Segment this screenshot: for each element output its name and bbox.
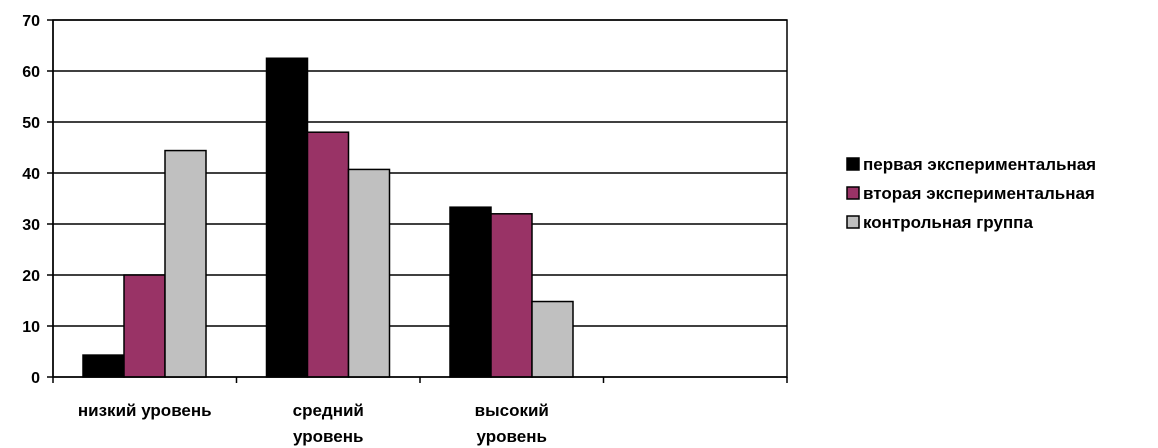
axes — [52, 20, 788, 383]
bar-series-2 — [123, 274, 166, 378]
bar-series-1 — [449, 206, 492, 378]
bar-series-1 — [265, 57, 309, 378]
legend-label: контрольная группа — [863, 213, 1033, 232]
legend: первая экспериментальная вторая экспериме… — [846, 155, 1096, 232]
x-category-label: уровень — [293, 427, 363, 446]
y-tick-label: 70 — [22, 13, 40, 30]
bar-series-2 — [306, 131, 350, 378]
y-tick-label: 30 — [22, 217, 40, 234]
bars — [82, 57, 574, 378]
bar-series-3 — [347, 168, 391, 378]
y-tick-label: 60 — [22, 64, 40, 81]
bar-series-3 — [531, 300, 574, 378]
legend-label: вторая экспериментальная — [863, 184, 1095, 203]
y-tick-label: 10 — [22, 319, 40, 336]
bar-series-2 — [490, 213, 533, 378]
y-tick-label: 50 — [22, 115, 40, 132]
x-axis-labels: низкий уровень средний уровень высокий урове… — [78, 401, 549, 446]
y-tick-label: 0 — [31, 370, 40, 387]
legend-label: первая экспериментальная — [863, 155, 1096, 174]
legend-swatch — [846, 157, 860, 171]
x-category-label: низкий уровень — [78, 401, 212, 420]
x-category-label: средний — [293, 401, 364, 420]
y-tick-label: 40 — [22, 166, 40, 183]
bar-series-1 — [82, 354, 125, 378]
y-axis-ticks: 0 10 20 30 40 50 60 70 — [22, 13, 53, 387]
legend-swatch — [846, 215, 860, 229]
y-tick-label: 20 — [22, 268, 40, 285]
legend-swatch — [846, 186, 860, 200]
bar-series-3 — [164, 149, 207, 378]
x-category-label: уровень — [477, 427, 547, 446]
x-category-label: высокий — [475, 401, 549, 420]
